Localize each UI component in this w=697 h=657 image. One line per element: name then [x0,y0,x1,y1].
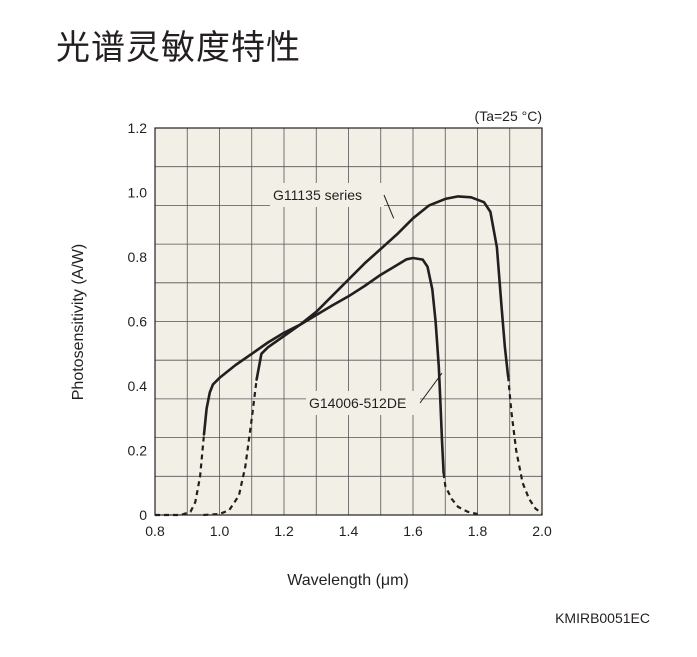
annotations: G11135 series G14006-512DE [270,183,443,415]
ticks: 0.8 1.0 1.2 1.4 1.6 1.8 2.0 0 0.2 0.4 0.6 0.8 1.0 1.2 [128,120,552,539]
x-tick-label: 0.8 [145,523,165,539]
series-line-solid [202,256,445,475]
y-tick-label: 0.6 [128,314,148,330]
x-tick-label: 1.0 [210,523,230,539]
y-tick-label: 0.4 [128,378,148,394]
series-label: G14006-512DE [309,395,406,411]
series-line-dashed-right [507,376,543,515]
series-leader-line [419,372,443,404]
series-leader-line [383,194,395,219]
series-line-solid [255,195,510,381]
series-label-bg [306,391,420,415]
series [155,195,543,517]
x-tick-label: 2.0 [532,523,552,539]
y-tick-label: 0 [139,507,147,523]
x-tick-label: 1.6 [403,523,423,539]
y-tick-label: 0.8 [128,249,148,265]
series-label-bg [270,183,384,207]
series-line-dashed-right [442,472,478,516]
series-1 [155,256,478,517]
plot-frame [154,127,543,516]
series-line-dashed-left [155,434,206,517]
series-label-1: G11135 series [270,183,395,219]
x-axis-title: Wavelength (μm) [287,572,409,589]
page-title: 光谱灵敏度特性 [56,28,301,68]
series-2 [203,195,543,517]
series-label-2: G14006-512DE [306,372,443,415]
y-tick-label: 1.2 [128,120,148,136]
x-tick-label: 1.4 [339,523,359,539]
condition-label: (Ta=25 °C) [475,108,542,124]
y-tick-label: 0.2 [128,443,148,459]
chart-code: KMIRB0051EC [555,610,650,626]
series-label: G11135 series [273,187,362,203]
y-axis-title: Photosensitivity (A/W) [70,244,87,400]
x-tick-label: 1.2 [274,523,294,539]
y-tick-label: 1.0 [128,185,148,201]
x-tick-label: 1.8 [468,523,488,539]
